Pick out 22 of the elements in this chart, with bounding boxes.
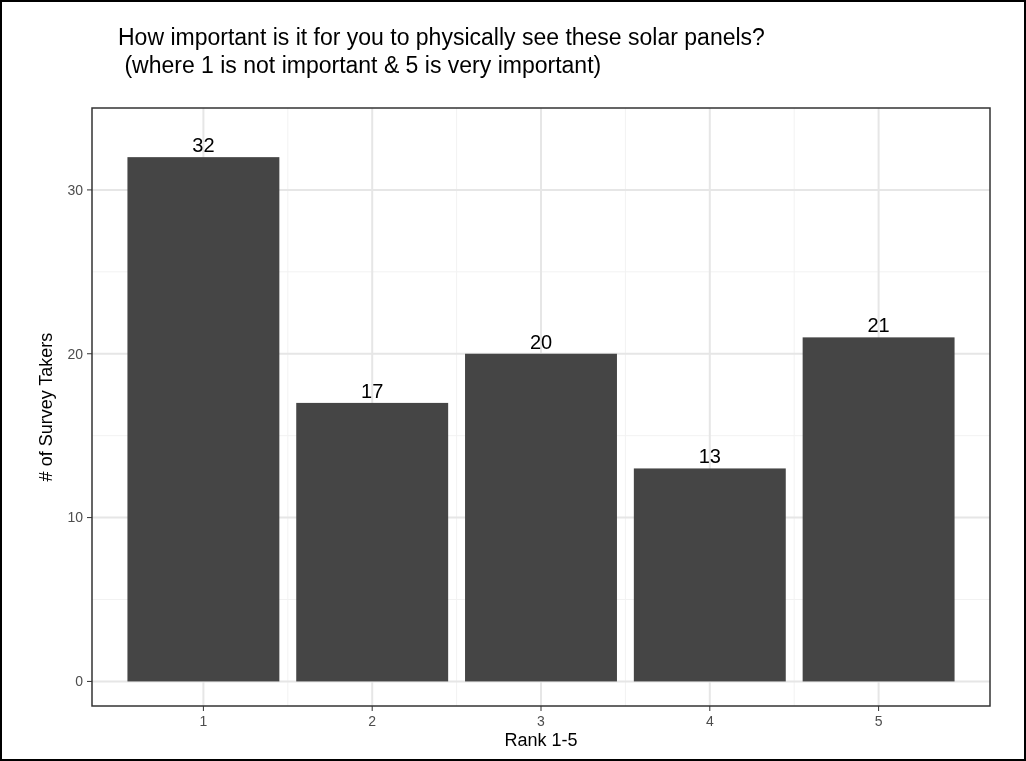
data-label: 20 bbox=[529, 330, 553, 353]
data-label: 13 bbox=[698, 445, 721, 468]
y-tick-label: 30 bbox=[67, 181, 84, 198]
bar bbox=[465, 353, 617, 682]
x-axis-title: Rank 1-5 bbox=[504, 730, 578, 750]
x-tick-label: 3 bbox=[537, 713, 546, 729]
y-tick-label: 10 bbox=[67, 509, 84, 526]
x-tick-label: 5 bbox=[874, 713, 883, 729]
bar bbox=[633, 468, 786, 682]
x-tick-label: 2 bbox=[368, 713, 377, 729]
y-axis-title: # of Survey Takers bbox=[36, 332, 56, 482]
data-label: 17 bbox=[361, 379, 384, 402]
x-tick-label: 4 bbox=[705, 713, 714, 729]
y-tick-label: 20 bbox=[67, 345, 84, 362]
bar bbox=[127, 157, 280, 682]
bar bbox=[296, 402, 449, 682]
data-label: 21 bbox=[867, 314, 890, 337]
x-tick-label: 1 bbox=[199, 713, 208, 729]
data-label: 32 bbox=[192, 134, 215, 157]
bar bbox=[802, 337, 955, 682]
y-tick-label: 0 bbox=[75, 673, 84, 690]
chart-title: How important is it for you to physically see these solar panels? (where 1 is not important & 5 is very important) bbox=[118, 24, 765, 78]
